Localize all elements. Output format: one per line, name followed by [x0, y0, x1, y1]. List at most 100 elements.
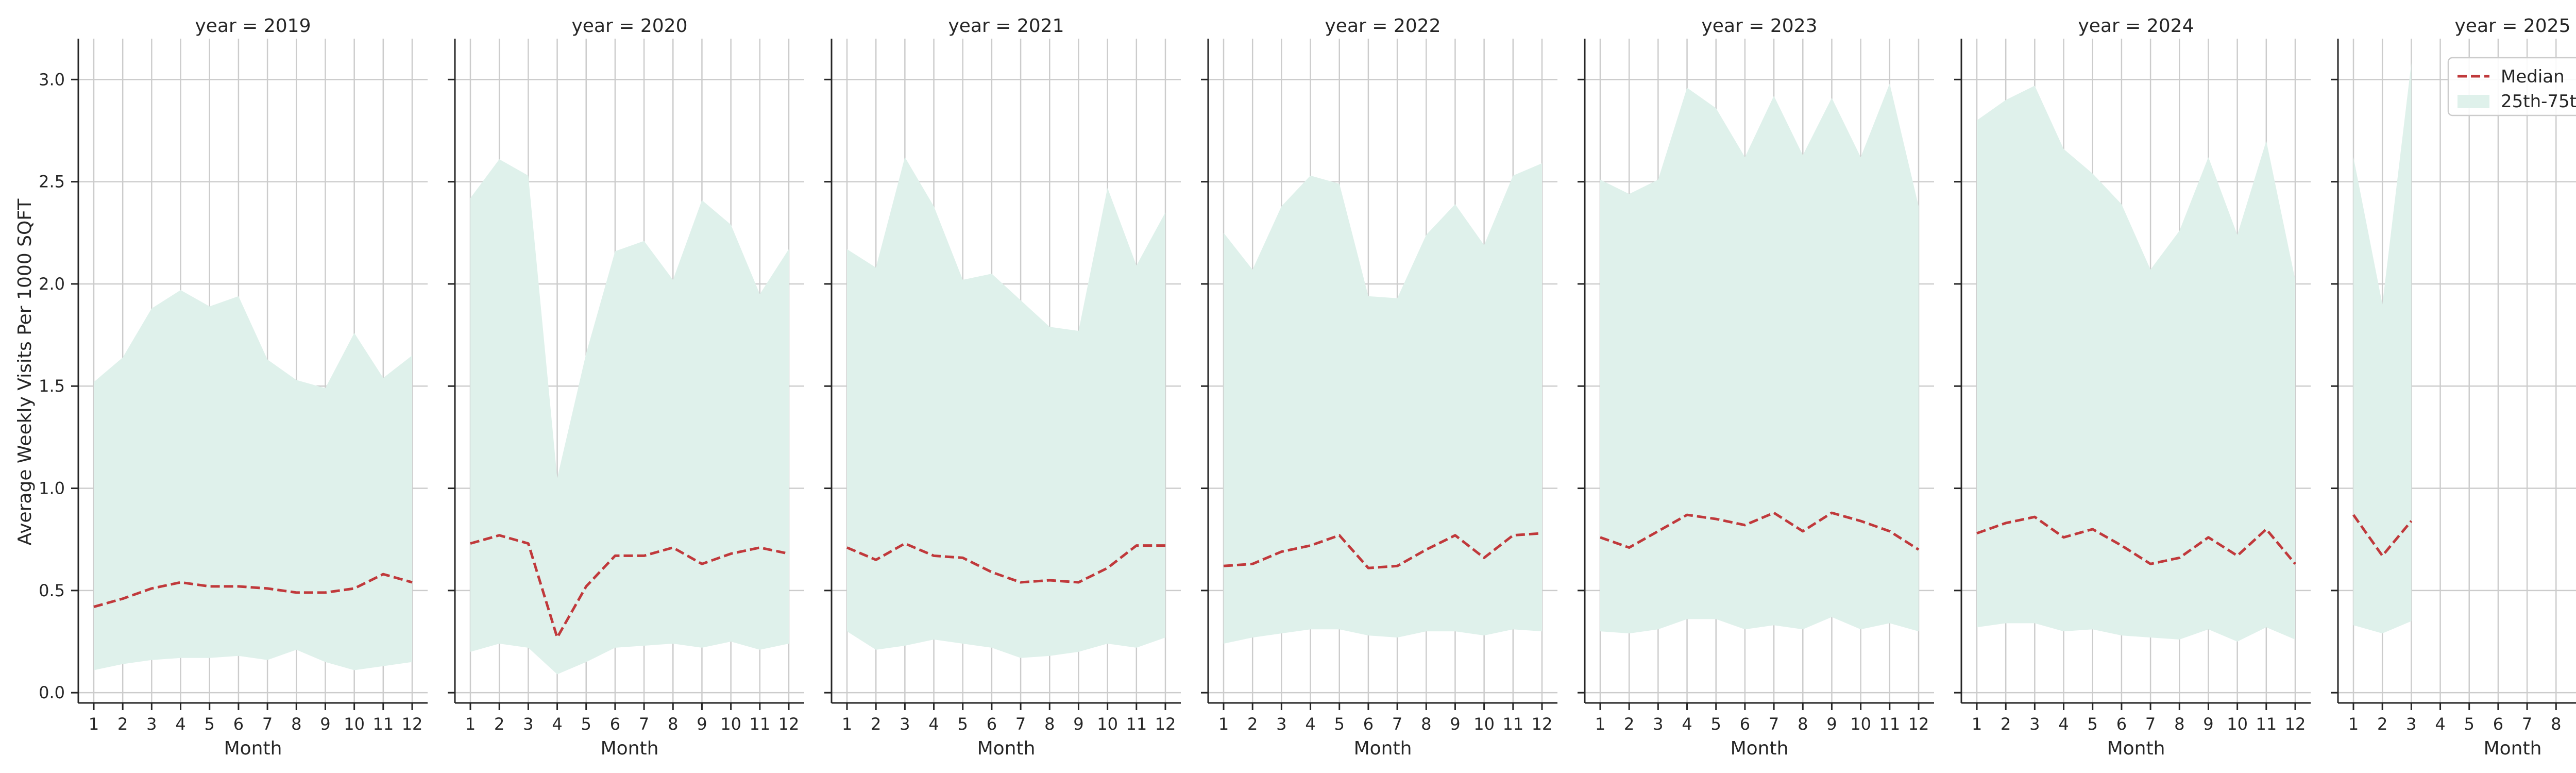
x-tick-label: 5 [2088, 714, 2098, 734]
x-tick-label: 5 [205, 714, 215, 734]
x-tick-label: 12 [402, 714, 423, 734]
legend: Median 25th-75th Percentile [2447, 57, 2576, 116]
x-tick-label: 9 [697, 714, 707, 734]
percentile-band [1600, 83, 1919, 634]
legend-median-label: Median [2501, 66, 2565, 87]
x-tick-label: 12 [778, 714, 800, 734]
x-tick-label: 4 [2435, 714, 2445, 734]
x-axis-label: Month [2107, 738, 2165, 759]
x-tick-label: 8 [668, 714, 678, 734]
x-tick-label: 4 [552, 714, 562, 734]
legend-band-swatch [2458, 95, 2489, 108]
median-line [1600, 511, 1920, 551]
x-tick-label: 1 [1972, 714, 1982, 734]
x-tick-label: 10 [2227, 714, 2248, 734]
x-tick-label: 3 [1276, 714, 1286, 734]
panel-title: year = 2022 [1325, 15, 1441, 37]
median-line [1976, 515, 2296, 565]
x-tick-label: 2 [1624, 714, 1634, 734]
x-tick-label: 3 [146, 714, 157, 734]
x-tick-label: 9 [1826, 714, 1837, 734]
x-tick-label: 12 [1155, 714, 1176, 734]
x-tick-label: 6 [233, 714, 244, 734]
x-tick-label: 3 [2029, 714, 2040, 734]
x-tick-label: 7 [1769, 714, 1779, 734]
x-tick-label: 11 [749, 714, 770, 734]
x-axis-label: Month [224, 738, 282, 759]
x-tick-label: 7 [1392, 714, 1402, 734]
x-tick-label: 10 [720, 714, 741, 734]
x-tick-label: 2 [117, 714, 128, 734]
x-tick-label: 9 [2203, 714, 2213, 734]
y-tick-label: 2.5 [39, 172, 65, 192]
x-tick-label: 4 [1682, 714, 1692, 734]
panel-title: year = 2024 [2078, 15, 2194, 37]
y-tick-label: 0.5 [39, 581, 65, 600]
panel-title: year = 2021 [948, 15, 1064, 37]
x-tick-label: 8 [1044, 714, 1055, 734]
x-tick-label: 3 [900, 714, 910, 734]
x-tick-label: 6 [987, 714, 997, 734]
x-tick-label: 7 [2145, 714, 2156, 734]
x-tick-label: 10 [1473, 714, 1495, 734]
panel-title: year = 2020 [572, 15, 688, 37]
x-axis-label: Month [1354, 738, 1412, 759]
x-tick-label: 9 [1450, 714, 1460, 734]
y-tick-label: 0.0 [39, 683, 65, 702]
x-tick-label: 7 [2522, 714, 2532, 734]
percentile-band [1977, 86, 2295, 642]
x-tick-label: 10 [1097, 714, 1118, 734]
x-tick-label: 6 [2116, 714, 2127, 734]
x-tick-label: 10 [1850, 714, 1871, 734]
percentile-band [470, 159, 789, 675]
x-tick-label: 6 [2493, 714, 2503, 734]
x-tick-label: 1 [842, 714, 852, 734]
x-tick-label: 3 [2406, 714, 2416, 734]
x-axis-label: Month [977, 738, 1036, 759]
x-tick-label: 12 [1532, 714, 1553, 734]
x-tick-label: 8 [1798, 714, 1808, 734]
x-tick-label: 2 [1247, 714, 1258, 734]
x-tick-label: 5 [958, 714, 968, 734]
x-tick-label: 8 [291, 714, 301, 734]
x-tick-label: 11 [2256, 714, 2277, 734]
x-tick-label: 9 [1073, 714, 1083, 734]
x-tick-label: 10 [344, 714, 365, 734]
y-tick-label: 1.5 [39, 376, 65, 396]
y-tick-label: 1.0 [39, 479, 65, 498]
x-tick-label: 1 [89, 714, 99, 734]
x-tick-label: 4 [2058, 714, 2069, 734]
x-tick-label: 6 [1363, 714, 1374, 734]
x-tick-label: 4 [928, 714, 939, 734]
x-tick-label: 8 [2174, 714, 2184, 734]
y-tick-label: 2.0 [39, 274, 65, 294]
x-axis-label: Month [2484, 738, 2542, 759]
x-tick-label: 7 [262, 714, 273, 734]
x-tick-label: 7 [1015, 714, 1026, 734]
x-tick-label: 1 [2348, 714, 2359, 734]
x-tick-label: 7 [639, 714, 649, 734]
x-tick-label: 3 [523, 714, 533, 734]
x-tick-label: 1 [465, 714, 476, 734]
x-tick-label: 1 [1595, 714, 1605, 734]
x-tick-label: 3 [1653, 714, 1663, 734]
x-tick-label: 6 [610, 714, 620, 734]
x-tick-label: 1 [1218, 714, 1229, 734]
x-tick-label: 2 [494, 714, 504, 734]
x-tick-label: 2 [2377, 714, 2387, 734]
y-tick-label: 3.0 [39, 70, 65, 89]
x-tick-label: 4 [175, 714, 185, 734]
panel-title: year = 2025 [2455, 15, 2571, 37]
percentile-band [94, 290, 412, 670]
median-line [2352, 514, 2413, 557]
y-axis-label: Average Weekly Visits Per 1000 SQFT [14, 198, 36, 546]
median-line [93, 573, 413, 608]
percentile-band [2353, 63, 2412, 634]
